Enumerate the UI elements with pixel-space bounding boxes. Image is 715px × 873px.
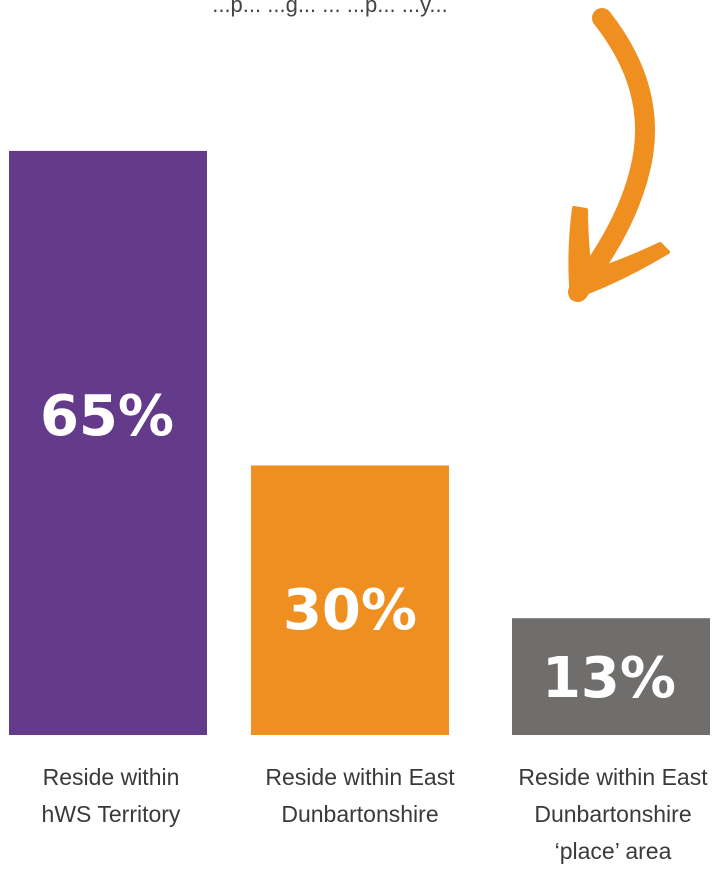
category-label-3-line-3: ‘place’ area (555, 838, 672, 864)
category-label-3-line-2: Dunbartonshire (534, 801, 691, 827)
category-label-2-line-1: Reside within East (265, 764, 455, 790)
cut-off-heading: ...p... ...g... ... ...p... ...y... (212, 0, 448, 17)
bar-value-label-3: 13% (542, 646, 676, 711)
arrow-head (568, 206, 670, 300)
curved-arrow-icon (568, 8, 670, 302)
category-labels-group: Reside within hWS Territory Reside within … (42, 764, 709, 864)
bar-value-label-1: 65% (40, 384, 174, 449)
bar-2 (251, 465, 449, 735)
category-label-1-line-2: hWS Territory (42, 801, 181, 827)
bar-3 (512, 618, 710, 735)
value-labels-group: 65% 30% 13% (40, 384, 676, 711)
category-label-2-line-2: Dunbartonshire (281, 801, 438, 827)
arrow-shaft (568, 8, 656, 302)
bar-1 (9, 150, 207, 735)
category-label-3-line-1: Reside within East (518, 764, 708, 790)
bar-value-label-2: 30% (283, 578, 417, 643)
category-label-1-line-1: Reside within (43, 764, 180, 790)
bars-group (9, 150, 710, 735)
